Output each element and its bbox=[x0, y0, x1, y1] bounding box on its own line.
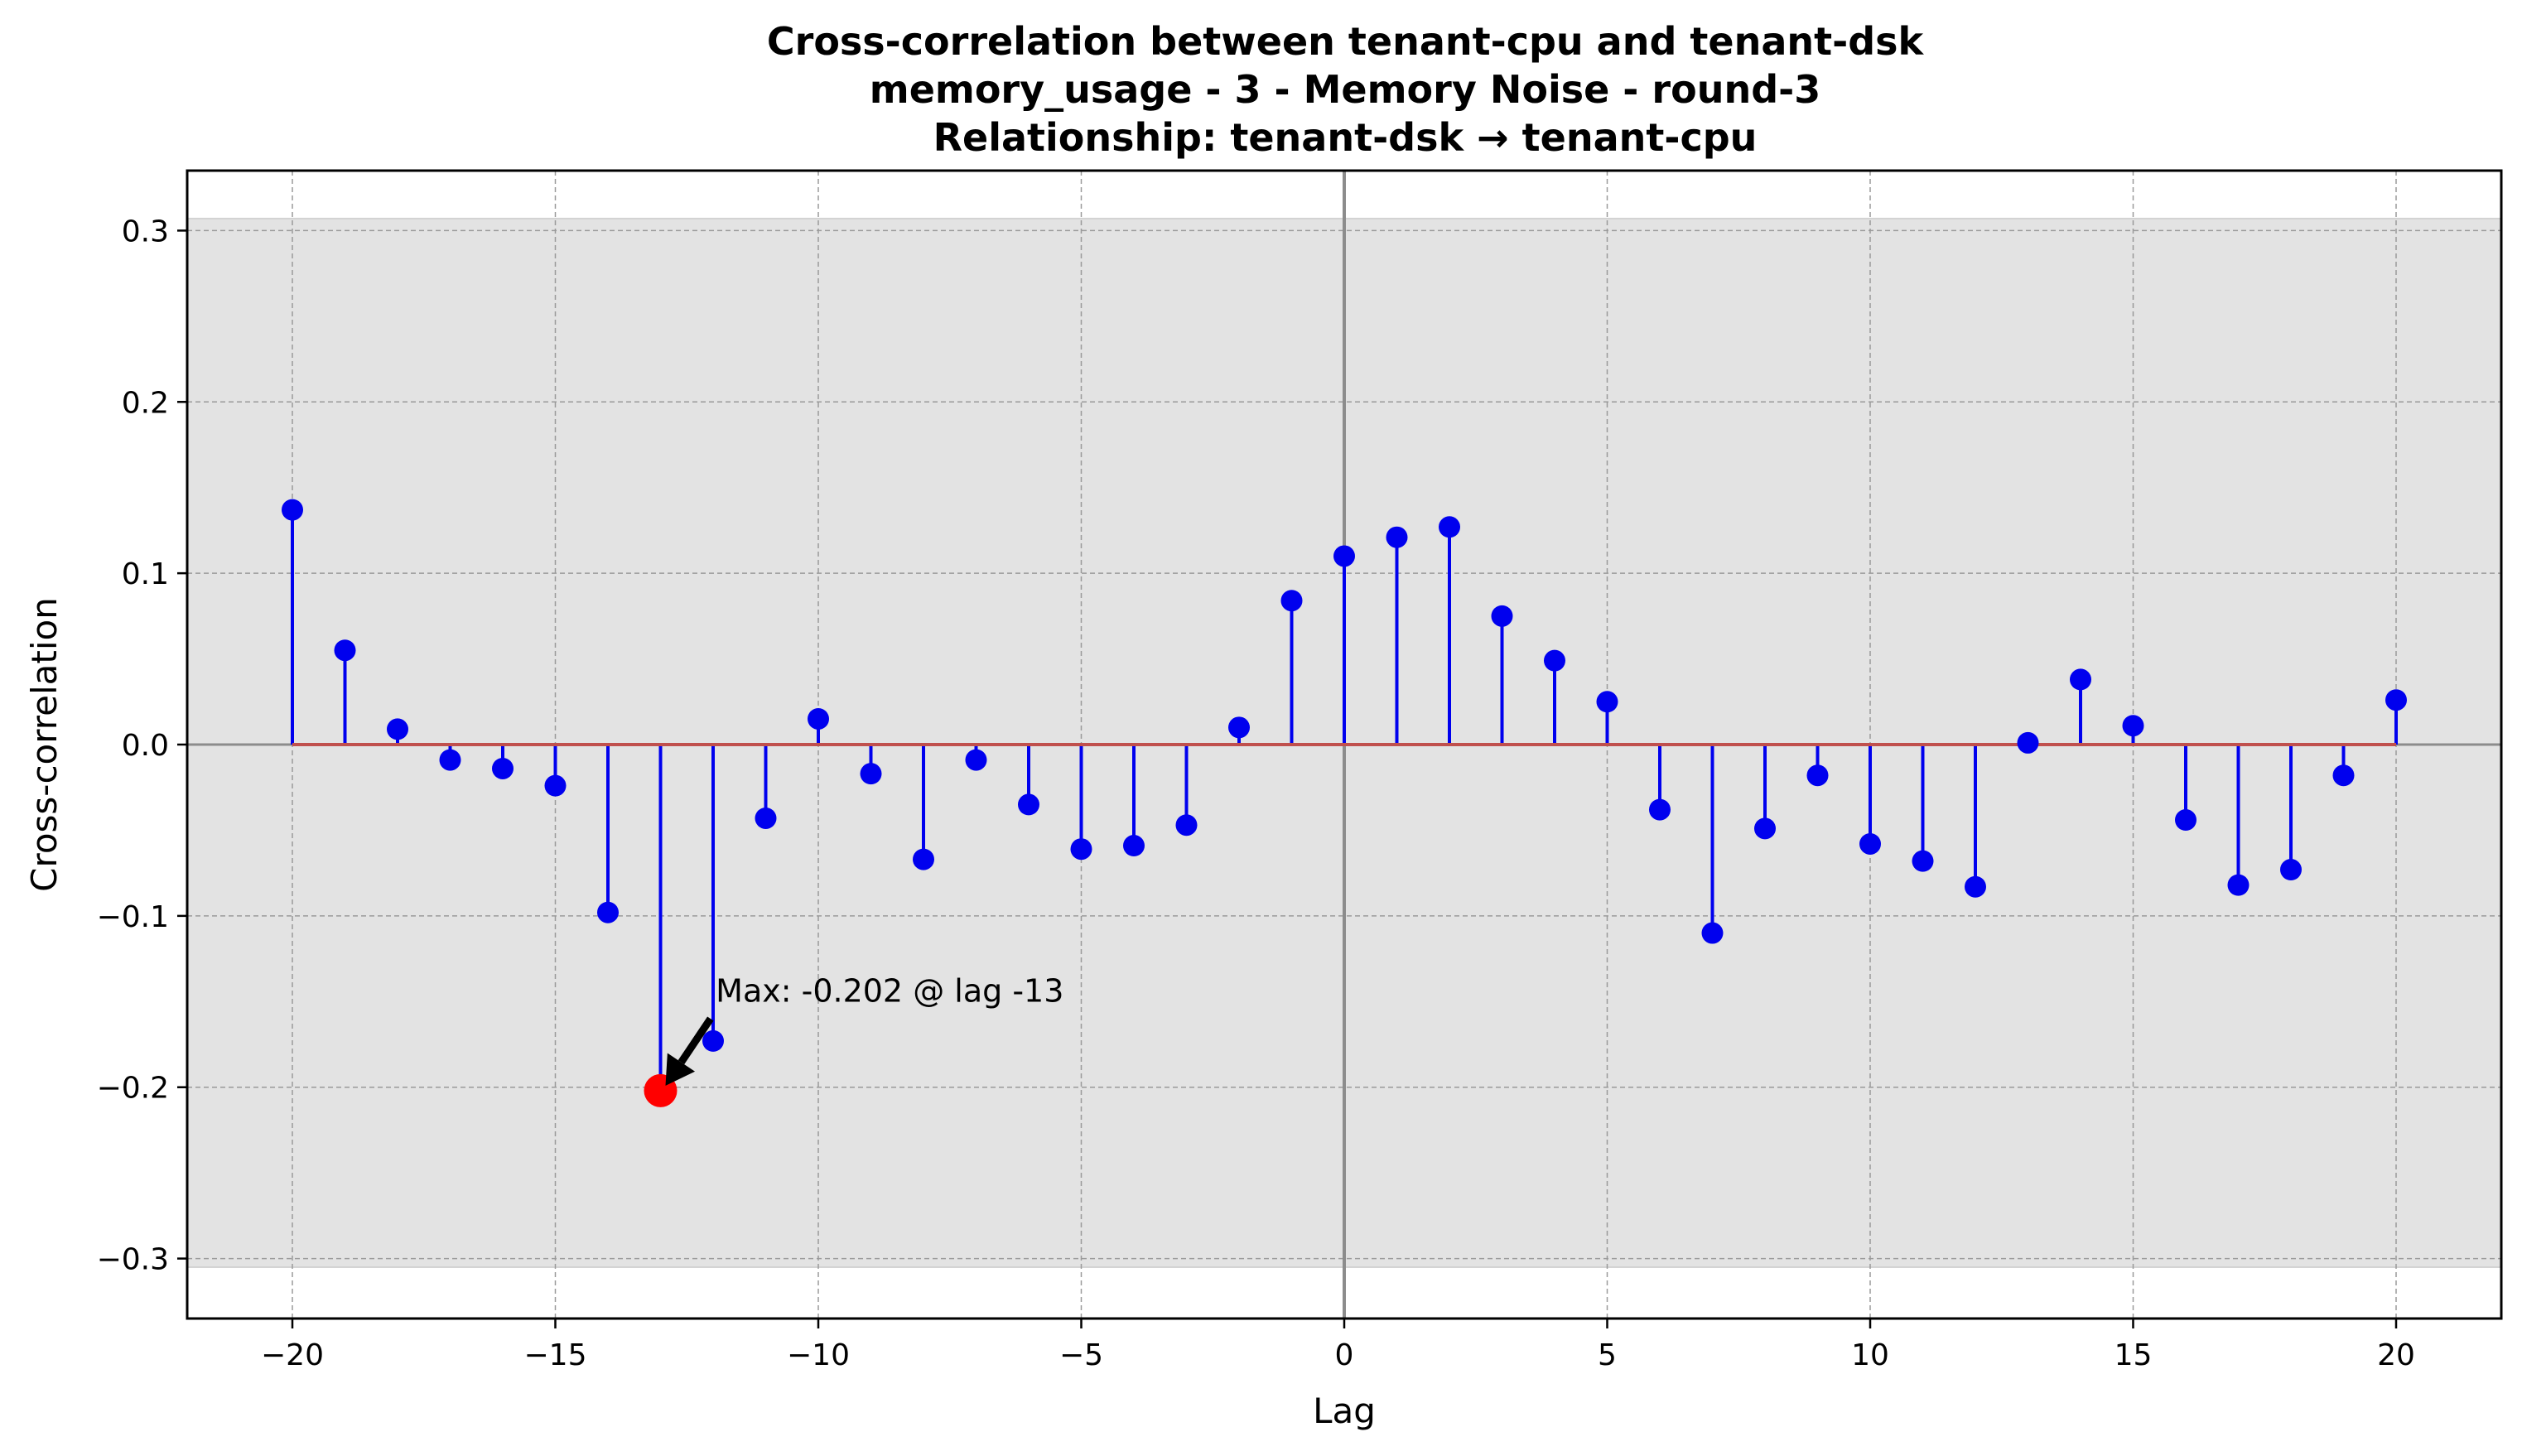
x-tick-label: 0 bbox=[1335, 1338, 1354, 1372]
stem-marker bbox=[492, 757, 514, 779]
stem-marker bbox=[965, 749, 987, 771]
stem-marker bbox=[544, 774, 567, 797]
stem-marker bbox=[2070, 668, 2091, 691]
y-tick-label: 0.0 bbox=[122, 729, 169, 763]
stem-marker bbox=[1070, 838, 1092, 861]
annotation-arrow-shaft bbox=[678, 1016, 714, 1065]
max-annotation-label: Max: -0.202 @ lag -13 bbox=[716, 972, 1063, 1009]
stem-marker bbox=[2175, 809, 2197, 832]
x-tick-label: −10 bbox=[787, 1338, 850, 1372]
x-tick-label: 15 bbox=[2115, 1338, 2153, 1372]
stem-marker bbox=[1018, 793, 1039, 816]
chart-title: Cross-correlation between tenant-cpu and… bbox=[767, 19, 1925, 64]
y-tick-label: 0.2 bbox=[122, 386, 169, 420]
stem-marker bbox=[755, 807, 777, 829]
stem-marker bbox=[282, 499, 303, 521]
x-tick-label: −15 bbox=[524, 1338, 587, 1372]
stem-marker bbox=[1596, 691, 1618, 713]
stem-marker bbox=[1175, 814, 1198, 836]
stem-marker bbox=[913, 848, 934, 870]
y-axis-label: Cross-correlation bbox=[24, 597, 65, 892]
y-tick-label: −0.1 bbox=[97, 900, 169, 934]
stem-marker bbox=[702, 1029, 724, 1052]
x-axis-label: Lag bbox=[1313, 1391, 1376, 1431]
stem-marker bbox=[1754, 817, 1776, 840]
stem-marker bbox=[439, 749, 461, 771]
stem-marker bbox=[1123, 835, 1145, 857]
y-tick-label: −0.3 bbox=[97, 1243, 169, 1277]
stem-marker bbox=[2332, 764, 2355, 787]
stem-marker bbox=[1439, 516, 1460, 538]
stem-marker bbox=[387, 718, 408, 740]
stem-marker bbox=[1965, 875, 1986, 898]
annotation-arrow-head bbox=[665, 1053, 696, 1086]
stem-marker bbox=[2227, 874, 2250, 896]
stem-marker bbox=[2280, 859, 2302, 881]
stem-marker bbox=[1806, 764, 1829, 787]
stem-marker bbox=[2385, 689, 2407, 711]
stem-marker bbox=[334, 639, 356, 662]
stem-marker bbox=[1859, 832, 1881, 855]
stem-marker bbox=[808, 707, 829, 730]
stem-marker bbox=[1386, 526, 1408, 548]
chart-subtitle-line-2: Relationship: tenant-dsk → tenant-cpu bbox=[933, 115, 1758, 160]
stem-marker bbox=[1544, 649, 1565, 672]
y-tick-label: −0.2 bbox=[97, 1072, 169, 1106]
x-tick-label: 5 bbox=[1598, 1338, 1617, 1372]
y-tick-label: 0.1 bbox=[122, 557, 169, 591]
plot-area: Max: -0.202 @ lag -13 bbox=[186, 171, 2502, 1319]
x-tick-label: −5 bbox=[1059, 1338, 1103, 1372]
stem-marker bbox=[1649, 798, 1671, 821]
stem-marker bbox=[1333, 545, 1355, 567]
stem-marker bbox=[2017, 731, 2039, 754]
stem-marker bbox=[2122, 715, 2144, 737]
y-tick-label: 0.3 bbox=[122, 215, 169, 248]
stem-marker bbox=[860, 763, 882, 785]
x-tick-label: 10 bbox=[1851, 1338, 1889, 1372]
stem-marker bbox=[1491, 605, 1513, 627]
stem-marker bbox=[1280, 590, 1303, 612]
x-tick-label: −20 bbox=[261, 1338, 324, 1372]
stem-marker bbox=[1912, 850, 1934, 872]
x-tick-label: 20 bbox=[2377, 1338, 2415, 1372]
stem-marker bbox=[1701, 922, 1724, 944]
stem-marker bbox=[1228, 716, 1250, 739]
stem-marker bbox=[597, 901, 619, 923]
chart-subtitle-line-1: memory_usage - 3 - Memory Noise - round-… bbox=[870, 67, 1820, 112]
